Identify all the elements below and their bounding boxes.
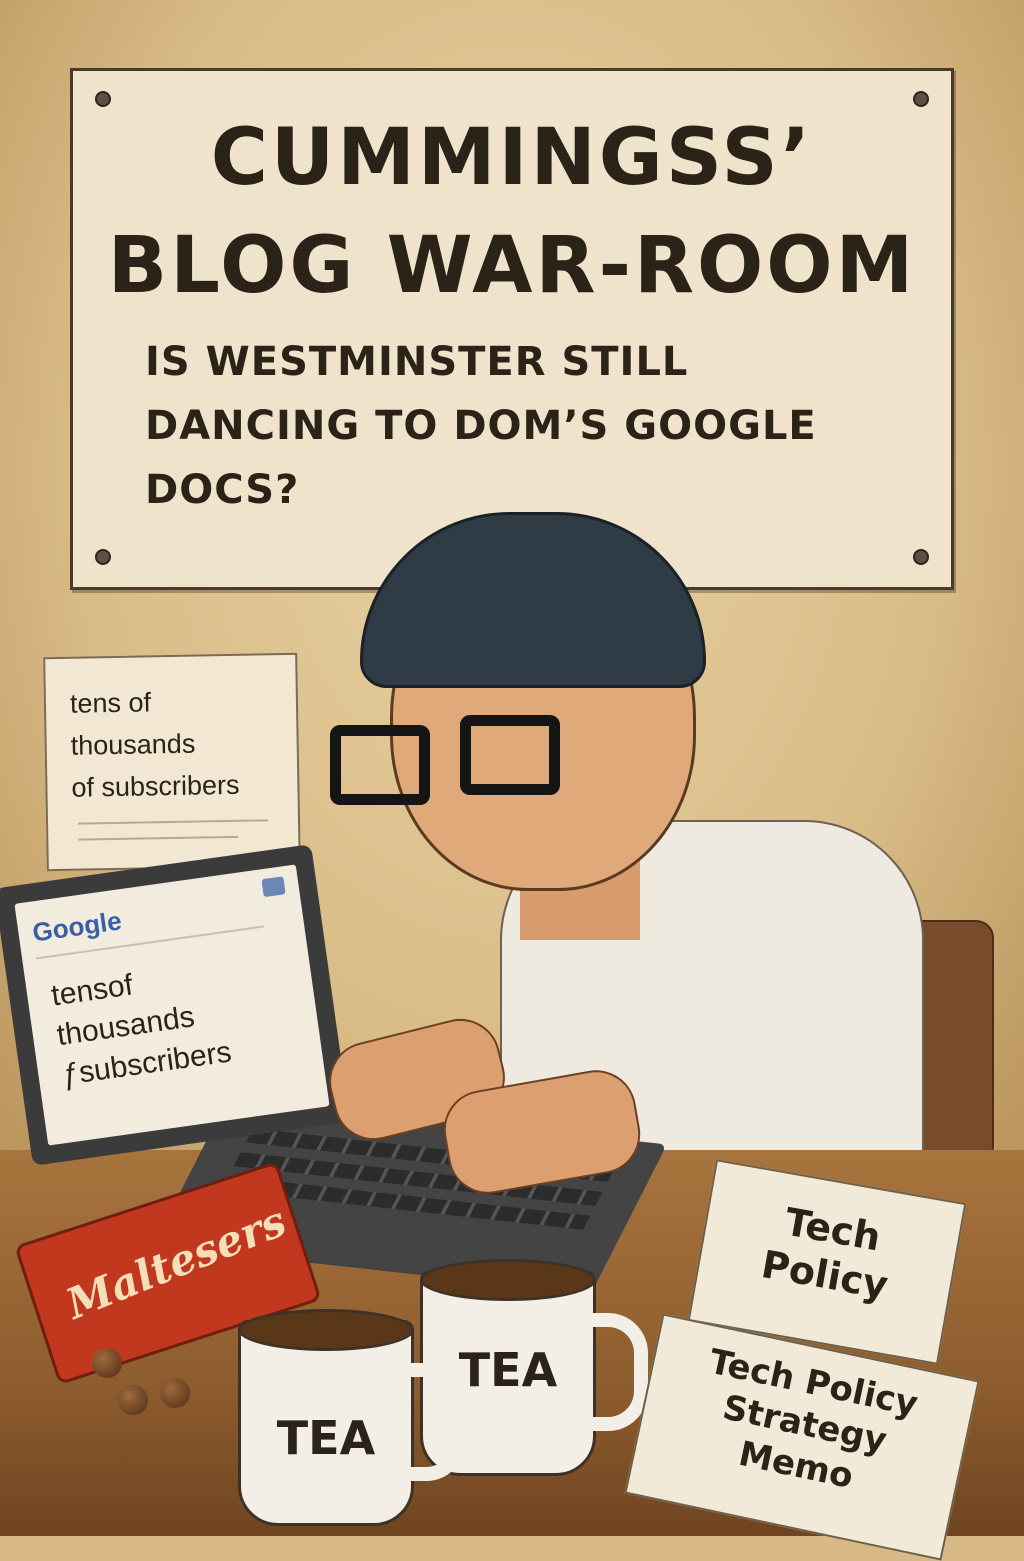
note-rule	[78, 819, 269, 825]
poster-title-line-1: CUMMINGSS’	[210, 113, 814, 203]
laptop-screen: Google tensof thousands ƒsubscribers	[0, 844, 350, 1166]
chocolate-ball-icon	[160, 1378, 190, 1408]
wall-note-line-1: tens of	[69, 687, 152, 719]
google-logo: Google	[30, 905, 124, 948]
tea-mug-left: TEA	[238, 1309, 466, 1526]
pin-icon	[95, 549, 111, 565]
chocolate-ball-icon	[118, 1385, 148, 1415]
mug-label-left: TEA	[276, 1411, 376, 1465]
poster-subtitle-line-1: IS WESTMINSTER STILL	[145, 339, 689, 385]
wall-note-line-3: of subscribers	[71, 769, 240, 803]
mug-label-right: TEA	[458, 1343, 558, 1397]
poster-title-line-2: BLOG WAR-ROOM	[107, 221, 917, 311]
chocolate-ball-icon	[92, 1348, 122, 1378]
poster-subtitle-line-3: DOCS?	[145, 467, 300, 513]
glasses-lens-left	[330, 725, 430, 805]
screen-line-1: tensof	[49, 968, 135, 1013]
wall-note-line-2: thousands	[70, 728, 196, 761]
title-poster: CUMMINGSS’ BLOG WAR-ROOM IS WESTMINSTER …	[70, 68, 954, 590]
search-icon	[261, 876, 286, 898]
pin-icon	[95, 91, 111, 107]
mug-top	[238, 1309, 414, 1351]
glasses-icon	[330, 715, 600, 810]
glasses-lens-right	[460, 715, 560, 795]
pin-icon	[913, 549, 929, 565]
poster-subtitle-line-2: DANCING TO DOM’S GOOGLE	[145, 403, 817, 449]
note-rule	[78, 835, 239, 841]
wall-note: tens of thousands of subscribers	[43, 652, 301, 872]
laptop-display: Google tensof thousands ƒsubscribers	[14, 864, 330, 1146]
pin-icon	[913, 91, 929, 107]
mug-top	[420, 1259, 596, 1301]
